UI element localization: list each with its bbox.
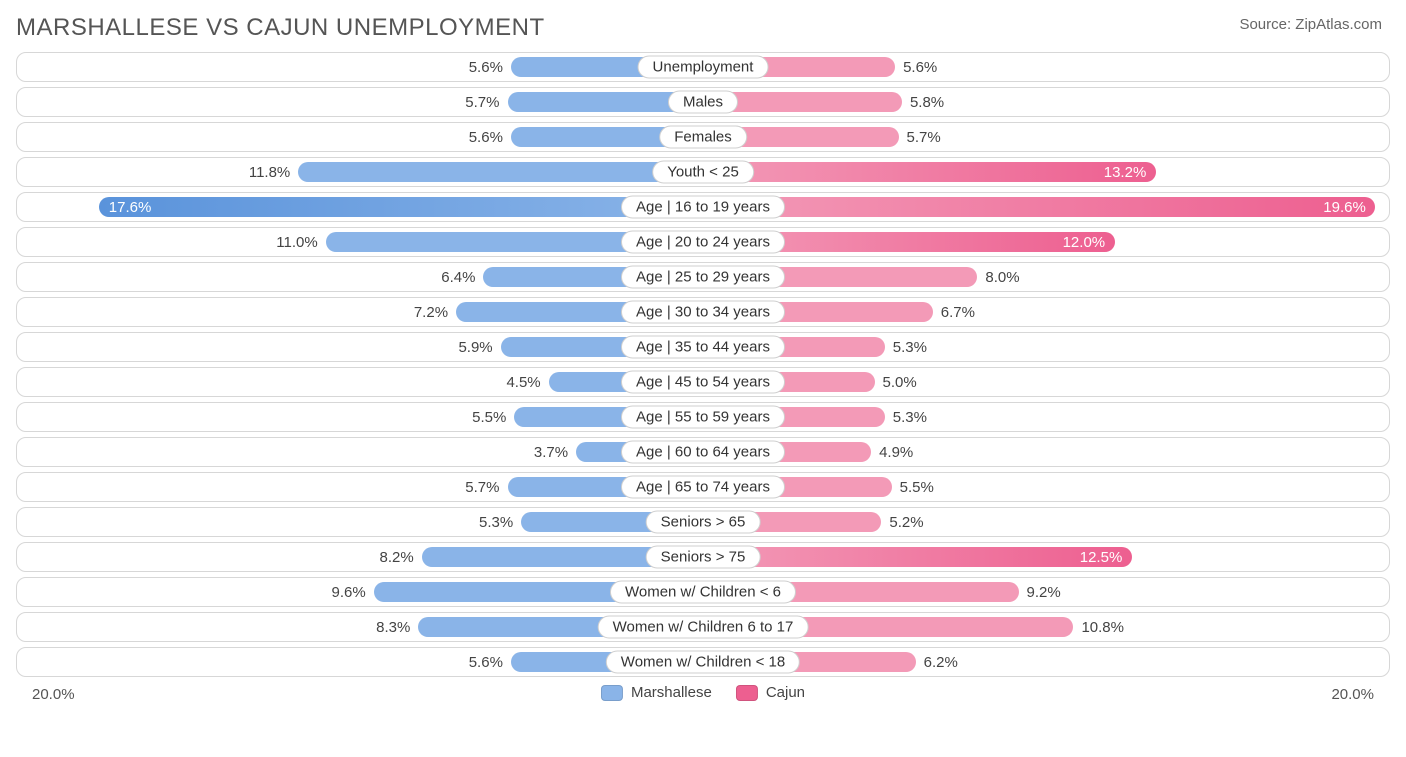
pct-right: 5.6% <box>903 53 937 83</box>
bar-right <box>703 547 1132 567</box>
row-label: Youth < 25 <box>652 161 754 184</box>
bar-right <box>703 197 1375 217</box>
legend-label: Marshallese <box>631 684 712 701</box>
row-label: Age | 16 to 19 years <box>621 196 785 219</box>
pct-right: 6.2% <box>924 648 958 678</box>
pct-left: 8.2% <box>380 543 414 573</box>
pct-right: 5.8% <box>910 88 944 118</box>
bar-row: 5.7% 5.5% Age | 65 to 74 years <box>16 472 1390 502</box>
bar-row: 7.2% 6.7% Age | 30 to 34 years <box>16 297 1390 327</box>
pct-left: 5.6% <box>469 123 503 153</box>
bar-row: 8.2% 12.5% Seniors > 75 <box>16 542 1390 572</box>
row-label: Seniors > 75 <box>646 546 761 569</box>
pct-left: 11.0% <box>276 228 317 258</box>
swatch-icon <box>736 685 758 701</box>
bar-row: 5.3% 5.2% Seniors > 65 <box>16 507 1390 537</box>
pct-right: 8.0% <box>985 263 1019 293</box>
pct-left: 5.7% <box>465 88 499 118</box>
row-label: Age | 35 to 44 years <box>621 336 785 359</box>
pct-right: 4.9% <box>879 438 913 468</box>
row-label: Age | 60 to 64 years <box>621 441 785 464</box>
bar-row: 5.5% 5.3% Age | 55 to 59 years <box>16 402 1390 432</box>
pct-left: 9.6% <box>332 578 366 608</box>
bar-row: 5.6% 5.6% Unemployment <box>16 52 1390 82</box>
row-label: Age | 65 to 74 years <box>621 476 785 499</box>
pct-left: 17.6% <box>109 193 152 223</box>
pct-right: 13.2% <box>1104 158 1147 188</box>
legend-item-left: Marshallese <box>601 684 712 701</box>
pct-left: 3.7% <box>534 438 568 468</box>
row-label: Age | 25 to 29 years <box>621 266 785 289</box>
pct-right: 12.0% <box>1063 228 1106 258</box>
diverging-bar-chart: 5.6% 5.6% Unemployment 5.7% 5.8% Males 5.6% 5.7… <box>0 46 1406 677</box>
row-label: Age | 20 to 24 years <box>621 231 785 254</box>
chart-footer: 20.0% 20.0% Marshallese Cajun <box>0 682 1406 710</box>
row-label: Women w/ Children < 18 <box>606 651 800 674</box>
legend-label: Cajun <box>766 684 805 701</box>
bar-row: 6.4% 8.0% Age | 25 to 29 years <box>16 262 1390 292</box>
pct-right: 5.2% <box>889 508 923 538</box>
pct-left: 5.6% <box>469 53 503 83</box>
bar-left <box>298 162 703 182</box>
row-label: Seniors > 65 <box>646 511 761 534</box>
row-label: Unemployment <box>638 56 769 79</box>
chart-header: MARSHALLESE VS CAJUN UNEMPLOYMENT Source… <box>0 0 1406 46</box>
bar-row: 5.6% 6.2% Women w/ Children < 18 <box>16 647 1390 677</box>
bar-row: 3.7% 4.9% Age | 60 to 64 years <box>16 437 1390 467</box>
bar-row: 5.9% 5.3% Age | 35 to 44 years <box>16 332 1390 362</box>
pct-right: 5.5% <box>900 473 934 503</box>
row-label: Women w/ Children < 6 <box>610 581 796 604</box>
pct-right: 5.3% <box>893 333 927 363</box>
pct-left: 5.3% <box>479 508 513 538</box>
legend-item-right: Cajun <box>736 684 805 701</box>
pct-right: 5.3% <box>893 403 927 433</box>
swatch-icon <box>601 685 623 701</box>
pct-left: 5.9% <box>458 333 492 363</box>
bar-row: 11.8% 13.2% Youth < 25 <box>16 157 1390 187</box>
pct-left: 5.6% <box>469 648 503 678</box>
row-label: Age | 45 to 54 years <box>621 371 785 394</box>
pct-left: 5.7% <box>465 473 499 503</box>
axis-max-left: 20.0% <box>32 686 75 703</box>
pct-left: 7.2% <box>414 298 448 328</box>
pct-left: 4.5% <box>506 368 540 398</box>
bar-row: 8.3% 10.8% Women w/ Children 6 to 17 <box>16 612 1390 642</box>
pct-right: 5.0% <box>883 368 917 398</box>
row-label: Women w/ Children 6 to 17 <box>598 616 809 639</box>
chart-source: Source: ZipAtlas.com <box>1239 14 1382 33</box>
pct-left: 6.4% <box>441 263 475 293</box>
pct-right: 5.7% <box>907 123 941 153</box>
axis-max-right: 20.0% <box>1331 686 1374 703</box>
pct-right: 12.5% <box>1080 543 1123 573</box>
row-label: Age | 55 to 59 years <box>621 406 785 429</box>
pct-right: 10.8% <box>1081 613 1124 643</box>
pct-right: 9.2% <box>1027 578 1061 608</box>
pct-left: 8.3% <box>376 613 410 643</box>
pct-left: 11.8% <box>249 158 290 188</box>
bar-left <box>99 197 703 217</box>
pct-right: 6.7% <box>941 298 975 328</box>
bar-row: 17.6% 19.6% Age | 16 to 19 years <box>16 192 1390 222</box>
pct-left: 5.5% <box>472 403 506 433</box>
bar-right <box>703 162 1156 182</box>
legend: Marshallese Cajun <box>601 684 805 701</box>
row-label: Age | 30 to 34 years <box>621 301 785 324</box>
bar-row: 9.6% 9.2% Women w/ Children < 6 <box>16 577 1390 607</box>
pct-right: 19.6% <box>1323 193 1366 223</box>
bar-row: 4.5% 5.0% Age | 45 to 54 years <box>16 367 1390 397</box>
row-label: Males <box>668 91 738 114</box>
chart-title: MARSHALLESE VS CAJUN UNEMPLOYMENT <box>16 14 545 42</box>
bar-row: 5.6% 5.7% Females <box>16 122 1390 152</box>
row-label: Females <box>659 126 747 149</box>
bar-row: 5.7% 5.8% Males <box>16 87 1390 117</box>
bar-row: 11.0% 12.0% Age | 20 to 24 years <box>16 227 1390 257</box>
